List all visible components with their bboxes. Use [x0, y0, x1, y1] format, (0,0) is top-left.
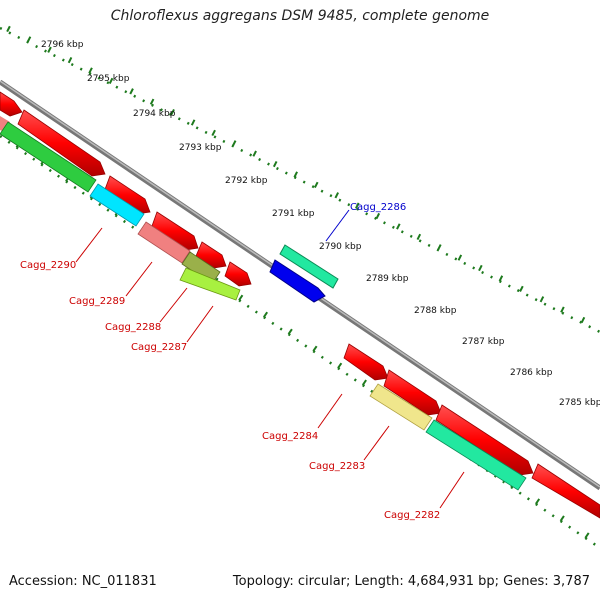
gene-block-cagg-2288[interactable]	[137, 221, 191, 264]
gene-arrow-red-5[interactable]	[195, 241, 227, 269]
gene-arrow-red-9[interactable]	[435, 404, 534, 476]
gene-block-pink-left[interactable]	[0, 116, 10, 132]
scale-label: 2788 kbp	[414, 306, 457, 316]
scale-tick	[88, 67, 93, 74]
scale-tick	[108, 77, 114, 85]
outer-scale-track	[0, 26, 600, 334]
gene-block-cagg-2283[interactable]	[425, 419, 527, 491]
gene-arrow-red-2[interactable]	[17, 109, 106, 177]
scale-tick	[170, 108, 175, 116]
gene-label-cagg-2283[interactable]: Cagg_2283	[309, 461, 365, 472]
scale-tick	[416, 233, 422, 240]
scale-tick	[231, 140, 237, 147]
scale-tick	[396, 223, 401, 230]
gene-arrow-red-7[interactable]	[343, 343, 389, 381]
scale-tick	[334, 192, 340, 199]
scale-labels: 2796 kbp 2795 kbp 2794 kbp 2793 kbp 2792…	[41, 40, 600, 408]
scale-tick	[26, 36, 32, 43]
scale-tick	[47, 46, 52, 53]
leader-lines	[75, 209, 465, 509]
scale-tick	[252, 150, 257, 157]
scale-tick	[355, 202, 360, 209]
gene-labels: Cagg_2286 Cagg_2290 Cagg_2289 Cagg_2288 …	[20, 202, 440, 521]
inner-track	[0, 134, 600, 550]
scale-label: 2796 kbp	[41, 40, 84, 50]
gene-arrow-red-4[interactable]	[151, 211, 199, 251]
gene-arrow-red-8[interactable]	[383, 369, 442, 416]
scale-label: 2785 kbp	[559, 398, 600, 408]
gene-label-cagg-2286[interactable]: Cagg_2286	[350, 202, 406, 213]
scale-label: 2786 kbp	[510, 368, 553, 378]
scale-tick	[67, 56, 73, 64]
map-title: Chloroflexus aggregans DSM 9485, complet…	[110, 8, 490, 24]
scale-tick	[539, 296, 545, 303]
gene-label-cagg-2288[interactable]: Cagg_2288	[105, 322, 161, 333]
gene-block-cagg-2284[interactable]	[369, 383, 433, 431]
gene-arrow-red-1[interactable]	[0, 91, 23, 117]
gene-label-cagg-2289[interactable]: Cagg_2289	[69, 296, 125, 307]
inner-tick	[584, 532, 590, 539]
scale-tick	[211, 129, 216, 137]
gene-block-cagg-2289[interactable]	[89, 183, 145, 227]
scale-tick	[190, 119, 196, 126]
scale-tick	[580, 316, 586, 324]
accession-text: Accession: NC_011831	[9, 574, 157, 589]
topology-summary: Topology: circular; Length: 4,684,931 bp…	[232, 574, 590, 589]
scale-tick	[560, 306, 565, 313]
scale-tick	[519, 285, 524, 292]
scale-tick	[149, 98, 155, 105]
scale-tick	[457, 254, 463, 261]
scale-ticks	[6, 25, 586, 324]
scale-tick	[375, 212, 381, 220]
scale-label: 2793 kbp	[179, 143, 222, 153]
scale-label: 2790 kbp	[319, 242, 362, 252]
scale-tick	[498, 275, 504, 282]
scale-label: 2794 kbp	[133, 109, 176, 119]
scale-label: 2789 kbp	[366, 274, 409, 284]
gene-arrow-red-6[interactable]	[224, 261, 252, 287]
scale-label: 2791 kbp	[272, 209, 315, 219]
gene-label-cagg-2287[interactable]: Cagg_2287	[131, 342, 187, 353]
scale-tick	[272, 160, 278, 168]
gene-label-cagg-2282[interactable]: Cagg_2282	[384, 510, 440, 521]
gene-arrow-blue[interactable]	[269, 259, 326, 303]
scale-label: 2787 kbp	[462, 337, 505, 347]
scale-tick	[478, 264, 483, 272]
scale-label: 2795 kbp	[87, 74, 130, 84]
gene-label-cagg-2290[interactable]: Cagg_2290	[20, 260, 76, 271]
scale-tick	[293, 171, 298, 178]
gene-label-cagg-2284[interactable]: Cagg_2284	[262, 431, 318, 442]
scale-tick	[313, 181, 319, 188]
scale-tick	[6, 25, 11, 33]
scale-label: 2792 kbp	[225, 176, 268, 186]
scale-tick	[437, 244, 442, 251]
scale-tick	[129, 88, 134, 95]
gene-block-cagg-2287[interactable]	[179, 267, 241, 301]
gene-arrow-cagg-2286[interactable]	[279, 244, 339, 289]
gene-block-cagg-2290[interactable]	[0, 121, 97, 193]
gene-arrow-red-10[interactable]	[531, 463, 600, 519]
